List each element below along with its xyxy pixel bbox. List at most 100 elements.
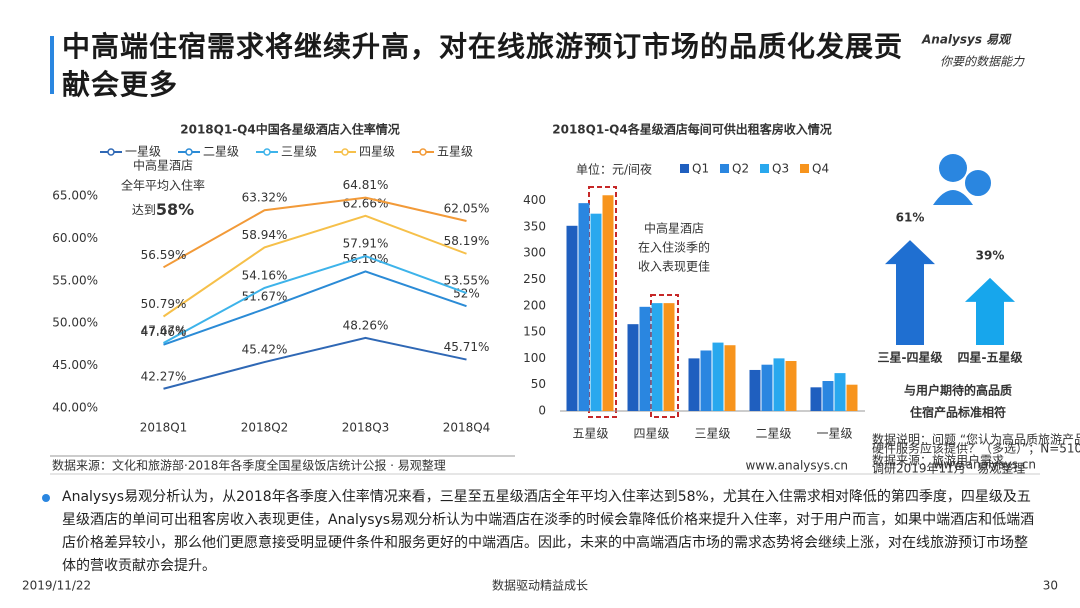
x-tick-label: 2018Q4 [443, 421, 491, 435]
bar [590, 213, 602, 411]
annotation: 全年平均入住率 [121, 178, 205, 193]
line [163, 336, 467, 390]
slogan: 你要的数据能力 [940, 55, 1025, 69]
bar [834, 373, 846, 411]
user-icon [933, 190, 973, 205]
legend-marker [185, 148, 193, 156]
value-label: 58.19% [444, 234, 490, 248]
chart-title: 2018Q1-Q4中国各星级酒店入住率情况 [180, 122, 399, 137]
bullet-text: Analysys易观分析认为，从2018年各季度入住率情况来看，三星至五星级酒店… [62, 489, 1035, 574]
footer-center: 数据驱动精益成长 [492, 578, 588, 593]
bar [846, 384, 858, 411]
legend-marker [263, 148, 271, 156]
annotation: 在入住淡季的 [638, 240, 710, 255]
value-label: 45.42% [242, 343, 288, 357]
y-tick-label: 300 [523, 246, 546, 260]
legend-swatch [720, 164, 729, 173]
legend-label: Q1 [692, 162, 709, 176]
y-tick-label: 40.00% [52, 401, 98, 415]
x-tick-label: 五星级 [572, 427, 608, 441]
bar [810, 387, 822, 411]
bar [639, 306, 651, 411]
bar [773, 358, 785, 411]
arrow-label: 四星-五星级 [958, 350, 1023, 365]
legend-marker [107, 148, 115, 156]
legend-label: 二星级 [203, 145, 239, 159]
title-bar [50, 36, 54, 94]
arrow [965, 277, 1015, 345]
bar [663, 303, 675, 411]
bar [578, 203, 590, 411]
x-tick-label: 三星级 [694, 427, 730, 441]
page-number: 30 [1043, 579, 1058, 593]
percent-label: 61% [896, 211, 925, 225]
line [163, 270, 467, 346]
legend-label: 五星级 [437, 145, 473, 159]
annotation: 中高星酒店 [644, 221, 704, 236]
arrow [885, 240, 935, 345]
bar [761, 364, 773, 411]
value-label: 64.81% [343, 178, 389, 192]
value-label: 47.67% [141, 323, 187, 337]
bar [822, 381, 834, 411]
highlight-box [650, 294, 679, 418]
y-tick-label: 150 [523, 325, 546, 339]
y-tick-label: 55.00% [52, 273, 98, 287]
legend-label: 一星级 [125, 145, 161, 159]
y-tick-label: 60.00% [52, 231, 98, 245]
bar [785, 361, 797, 411]
note-url: www.analysys.cn [933, 458, 1036, 472]
legend-marker [341, 148, 349, 156]
percent-label: 39% [976, 248, 1005, 262]
date: 2019/11/22 [22, 579, 91, 593]
y-tick-label: 100 [523, 351, 546, 365]
legend-label: Q3 [772, 162, 789, 176]
legend-swatch [760, 164, 769, 173]
annotation: 达到58% [132, 200, 194, 219]
conclusion: 与用户期待的高品质 [904, 383, 1012, 398]
legend-swatch [800, 164, 809, 173]
y-tick-label: 65.00% [52, 189, 98, 203]
url: www.analysys.cn [745, 459, 848, 473]
bar [688, 358, 700, 411]
note: 硬件服务应该提供？（多选）”；N=510 [872, 441, 1080, 456]
user-icon [939, 154, 967, 182]
value-label: 63.32% [242, 191, 288, 205]
value-label: 54.16% [242, 268, 288, 282]
x-tick-label: 二星级 [755, 427, 791, 441]
note-source: 数据来源：旅游用户需求 [872, 453, 1004, 468]
x-tick-label: 一星级 [816, 427, 852, 441]
line [162, 214, 467, 318]
bar [724, 345, 736, 411]
y-tick-label: 250 [523, 272, 546, 286]
annotation-text: 达到 [132, 203, 156, 217]
y-tick-label: 45.00% [52, 358, 98, 372]
x-tick-label: 2018Q1 [140, 421, 188, 435]
legend-marker [419, 148, 427, 156]
x-tick-label: 2018Q2 [241, 421, 289, 435]
chart-title: 2018Q1-Q4各星级酒店每间可供出租客房收入情况 [552, 122, 831, 137]
value-label: 45.71% [444, 340, 490, 354]
x-tick-label: 2018Q3 [342, 421, 390, 435]
legend-label: Q2 [732, 162, 749, 176]
line [163, 255, 467, 344]
bullet-dot [42, 494, 50, 502]
annotation: 收入表现更佳 [638, 260, 710, 274]
legend-label: 三星级 [281, 145, 317, 159]
conclusion: 住宿产品标准相符 [910, 405, 1006, 420]
y-tick-label: 50 [531, 377, 546, 391]
line [163, 196, 467, 269]
value-label: 50.79% [141, 297, 187, 311]
bar [566, 225, 578, 411]
legend-swatch [680, 164, 689, 173]
value-label: 48.26% [343, 318, 389, 332]
arrow-label: 三星-四星级 [878, 350, 943, 365]
value-label: 58.94% [242, 228, 288, 242]
bar [602, 195, 614, 411]
y-tick-label: 50.00% [52, 316, 98, 330]
bar [749, 369, 761, 411]
bar [651, 303, 663, 411]
bar [712, 342, 724, 411]
